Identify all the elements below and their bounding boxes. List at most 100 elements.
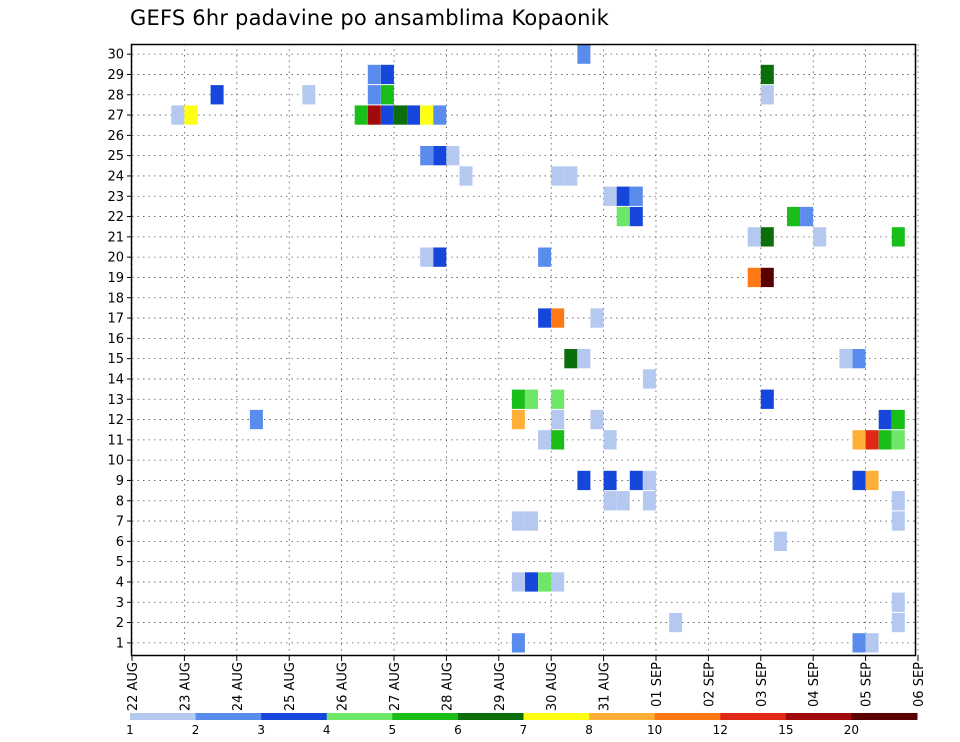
- heatmap-cell: [380, 64, 394, 85]
- heatmap-cell: [367, 105, 381, 125]
- heatmap-cell: [852, 430, 866, 450]
- y-tick-label: 6: [116, 535, 124, 550]
- color-scale-label: 6: [454, 723, 462, 737]
- heatmap-cell: [616, 206, 630, 227]
- x-tick-label: 01 SEP: [650, 662, 665, 707]
- heatmap-cell: [800, 206, 814, 227]
- heatmap-cell: [878, 430, 892, 450]
- x-tick-label: 05 SEP: [860, 662, 875, 707]
- heatmap-cell: [551, 409, 565, 430]
- y-tick-label: 23: [107, 190, 124, 205]
- color-scale-label: 20: [844, 723, 859, 737]
- heatmap-cell: [551, 308, 565, 328]
- heatmap-cell: [616, 491, 630, 511]
- heatmap-cell: [642, 470, 656, 491]
- y-tick-label: 10: [107, 454, 124, 469]
- color-scale-swatch: [261, 713, 328, 720]
- y-tick-label: 2: [116, 616, 124, 631]
- heatmap-cell: [551, 166, 565, 186]
- y-tick-label: 4: [116, 575, 124, 590]
- color-scale-swatch: [457, 713, 524, 720]
- y-tick-label: 11: [107, 433, 124, 448]
- heatmap-cell: [669, 612, 683, 633]
- heatmap-cell: [603, 491, 617, 511]
- heatmap-cell: [171, 105, 185, 125]
- heatmap-cell: [839, 349, 853, 369]
- heatmap-cell: [433, 105, 447, 125]
- y-tick-label: 26: [107, 129, 124, 144]
- heatmap-cell: [865, 470, 879, 491]
- heatmap-cell: [891, 612, 905, 633]
- color-scale-label: 5: [389, 723, 397, 737]
- heatmap-cell: [891, 491, 905, 511]
- x-tick-label: 25 AUG: [283, 662, 298, 711]
- heatmap-cell: [590, 409, 604, 430]
- heatmap-cell: [551, 389, 565, 409]
- grid-lines: [131, 44, 919, 655]
- y-tick-label: 9: [116, 474, 124, 489]
- heatmap-cell: [747, 227, 761, 247]
- heatmap-cell: [891, 592, 905, 612]
- y-tick-label: 14: [107, 372, 124, 387]
- color-scale-swatch: [654, 713, 721, 720]
- color-scale-label: 15: [778, 723, 793, 737]
- heatmap-cell: [184, 105, 198, 125]
- heatmap-cell: [380, 85, 394, 105]
- heatmap-cell: [551, 430, 565, 450]
- x-tick-label: 23 AUG: [178, 662, 193, 711]
- color-scale-label: 8: [585, 723, 593, 737]
- heatmap-cell: [760, 85, 774, 105]
- heatmap-cell: [852, 349, 866, 369]
- heatmap-cell: [760, 64, 774, 85]
- color-scale-label: 12: [713, 723, 728, 737]
- heatmap-cell: [367, 85, 381, 105]
- heatmap-cell: [210, 85, 224, 105]
- color-scale-label: 10: [647, 723, 662, 737]
- y-tick-label: 12: [107, 413, 124, 428]
- heatmap-cells: [171, 44, 905, 653]
- y-tick-label: 18: [107, 291, 124, 306]
- heatmap-cell: [577, 44, 591, 64]
- x-tick-label: 03 SEP: [755, 662, 770, 707]
- y-tick-label: 30: [107, 48, 124, 63]
- color-scale-label: 1: [126, 723, 134, 737]
- heatmap-cell: [865, 430, 879, 450]
- heatmap-cell: [525, 389, 538, 409]
- x-tick-label: 22 AUG: [126, 662, 141, 711]
- heatmap-cell: [511, 389, 525, 409]
- heatmap-cell: [433, 247, 447, 267]
- y-tick-label: 25: [107, 149, 124, 164]
- y-tick-label: 20: [107, 251, 124, 266]
- heatmap-cell: [642, 369, 656, 389]
- heatmap-cell: [459, 166, 473, 186]
- y-tick-label: 27: [107, 109, 124, 124]
- heatmap-cell: [852, 470, 866, 491]
- heatmap-cell: [420, 247, 434, 267]
- x-tick-label: 30 AUG: [545, 662, 560, 711]
- heatmap-cell: [891, 409, 905, 430]
- heatmap-cell: [407, 105, 421, 125]
- heatmap-cell: [538, 430, 552, 450]
- heatmap-cell: [511, 511, 525, 531]
- plot-frame: [130, 43, 917, 657]
- y-tick-label: 5: [116, 555, 124, 570]
- heatmap-cell: [891, 430, 905, 450]
- y-tick-label: 15: [107, 352, 124, 367]
- heatmap-cell: [590, 308, 604, 328]
- color-scale-swatch: [720, 713, 787, 720]
- x-tick-label: 27 AUG: [388, 662, 403, 711]
- heatmap-cell: [564, 166, 578, 186]
- heatmap-cell: [446, 146, 460, 166]
- y-tick-label: 19: [107, 271, 124, 286]
- y-tick-label: 3: [116, 596, 124, 611]
- heatmap-cell: [891, 511, 905, 531]
- heatmap-cell: [603, 186, 617, 206]
- x-tick-label: 31 AUG: [598, 662, 613, 711]
- heatmap-cell: [511, 572, 525, 592]
- x-tick-label: 26 AUG: [336, 662, 351, 711]
- y-tick-label: 7: [116, 515, 124, 530]
- color-scale-swatch: [851, 713, 918, 720]
- y-tick-label: 24: [107, 169, 124, 184]
- heatmap-cell: [525, 572, 538, 592]
- heatmap-cell: [603, 430, 617, 450]
